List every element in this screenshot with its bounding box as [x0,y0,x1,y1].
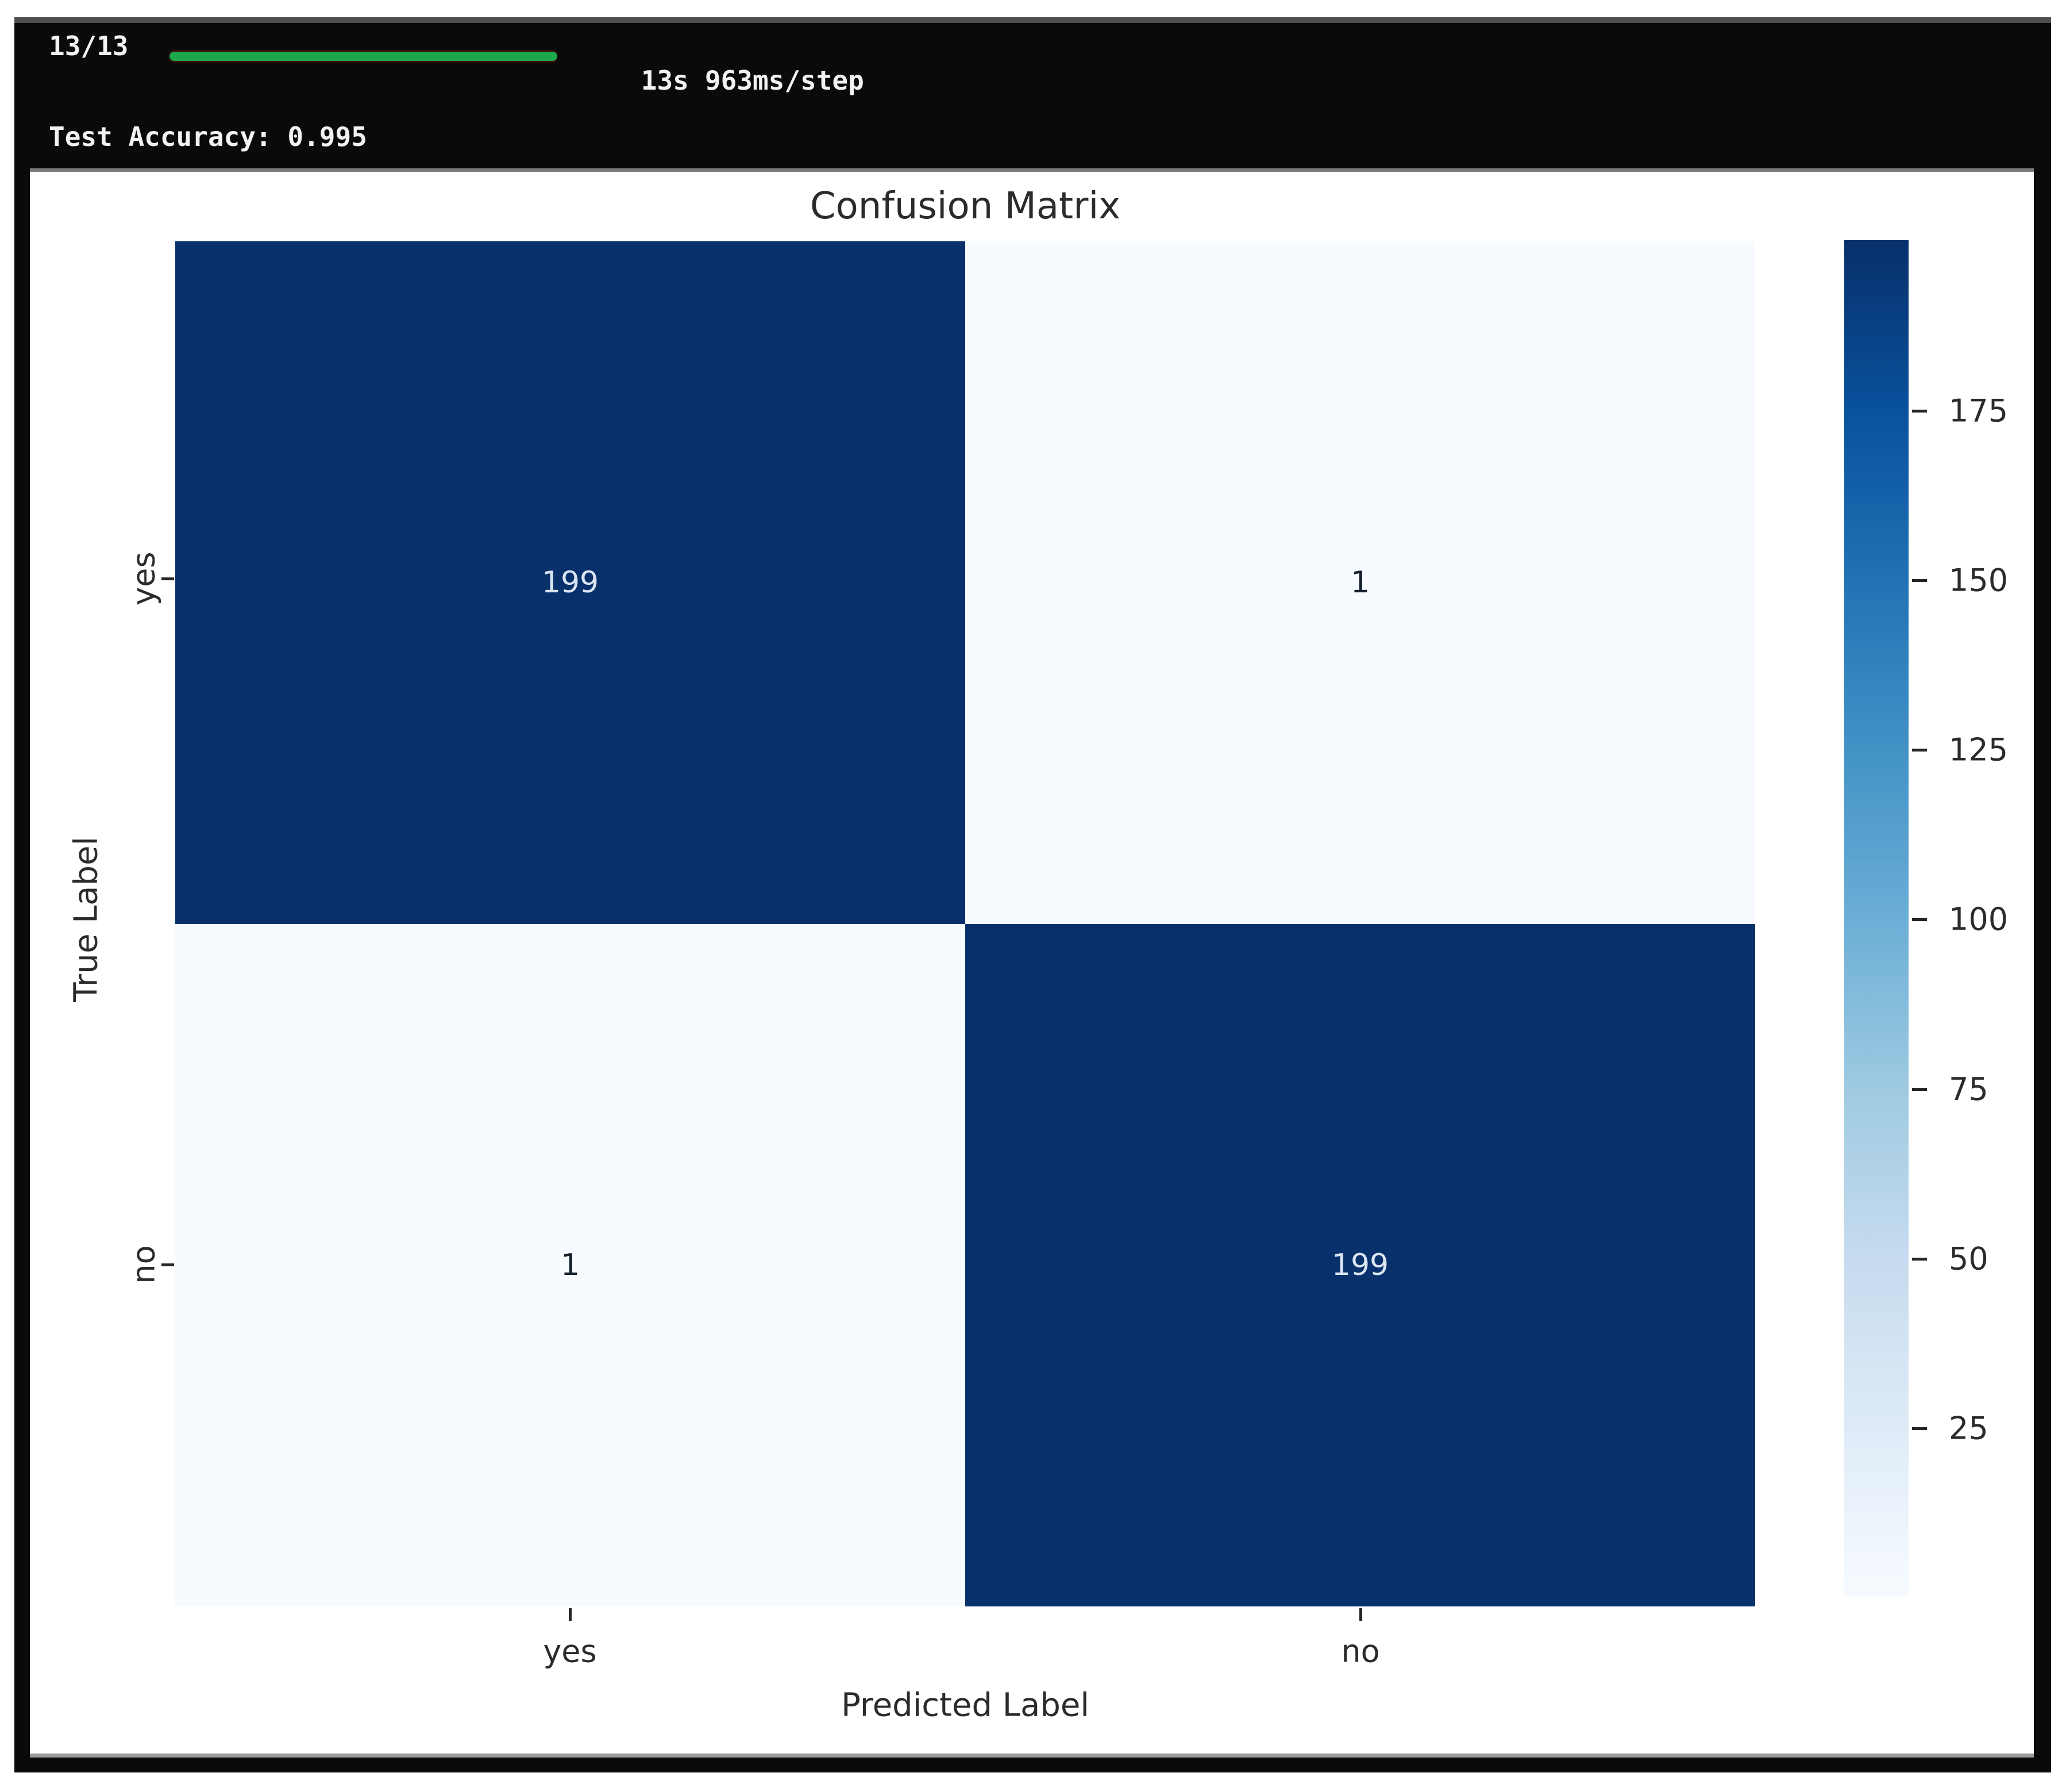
xtick-label-no: no [1341,1633,1380,1670]
cbtick-mark-175 [1912,410,1927,413]
cbtick-label-25: 25 [1949,1410,1988,1447]
confusion-matrix-heatmap: 199 1 1 199 [175,241,1755,1606]
ytick-mark-no [161,1263,174,1266]
ytick-mark-yes [161,577,174,580]
matrix-cell-true-yes-pred-yes: 199 [175,241,965,924]
cbtick-mark-100 [1912,918,1927,921]
xtick-mark-yes [569,1608,572,1621]
chart-title: Confusion Matrix [810,185,1121,228]
training-progress-bar [169,52,557,61]
ytick-label-no: no [125,1245,162,1284]
cbtick-mark-150 [1912,579,1927,582]
test-accuracy-text: Test Accuracy: 0.995 [49,121,367,152]
cbtick-mark-125 [1912,749,1927,752]
cbtick-label-50: 50 [1949,1240,1988,1277]
cbtick-label-75: 75 [1949,1071,1988,1108]
cbtick-label-100: 100 [1949,901,2009,938]
x-axis-label: Predicted Label [841,1686,1089,1724]
progress-duration: 13s [641,65,689,96]
progress-timing: 13s 963ms/step [577,29,864,132]
xtick-mark-no [1359,1608,1362,1621]
cbtick-mark-25 [1912,1427,1927,1430]
ytick-label-yes: yes [125,552,162,606]
cbtick-label-125: 125 [1949,731,2009,768]
progress-rate: 963ms/step [704,65,864,96]
cbtick-label-150: 150 [1949,562,2009,599]
y-axis-label: True Label [67,837,105,1002]
panel-top-edge [14,17,2051,23]
progress-step-count: 13/13 [49,30,129,61]
cbtick-mark-75 [1912,1088,1927,1091]
matrix-cell-true-yes-pred-no: 1 [965,241,1755,924]
xtick-label-yes: yes [543,1633,597,1670]
cbtick-mark-50 [1912,1258,1927,1261]
matrix-cell-true-no-pred-no: 199 [965,924,1755,1606]
matrix-cell-true-no-pred-yes: 1 [175,924,965,1606]
cbtick-label-175: 175 [1949,392,2009,429]
colorbar-gradient [1844,240,1909,1597]
